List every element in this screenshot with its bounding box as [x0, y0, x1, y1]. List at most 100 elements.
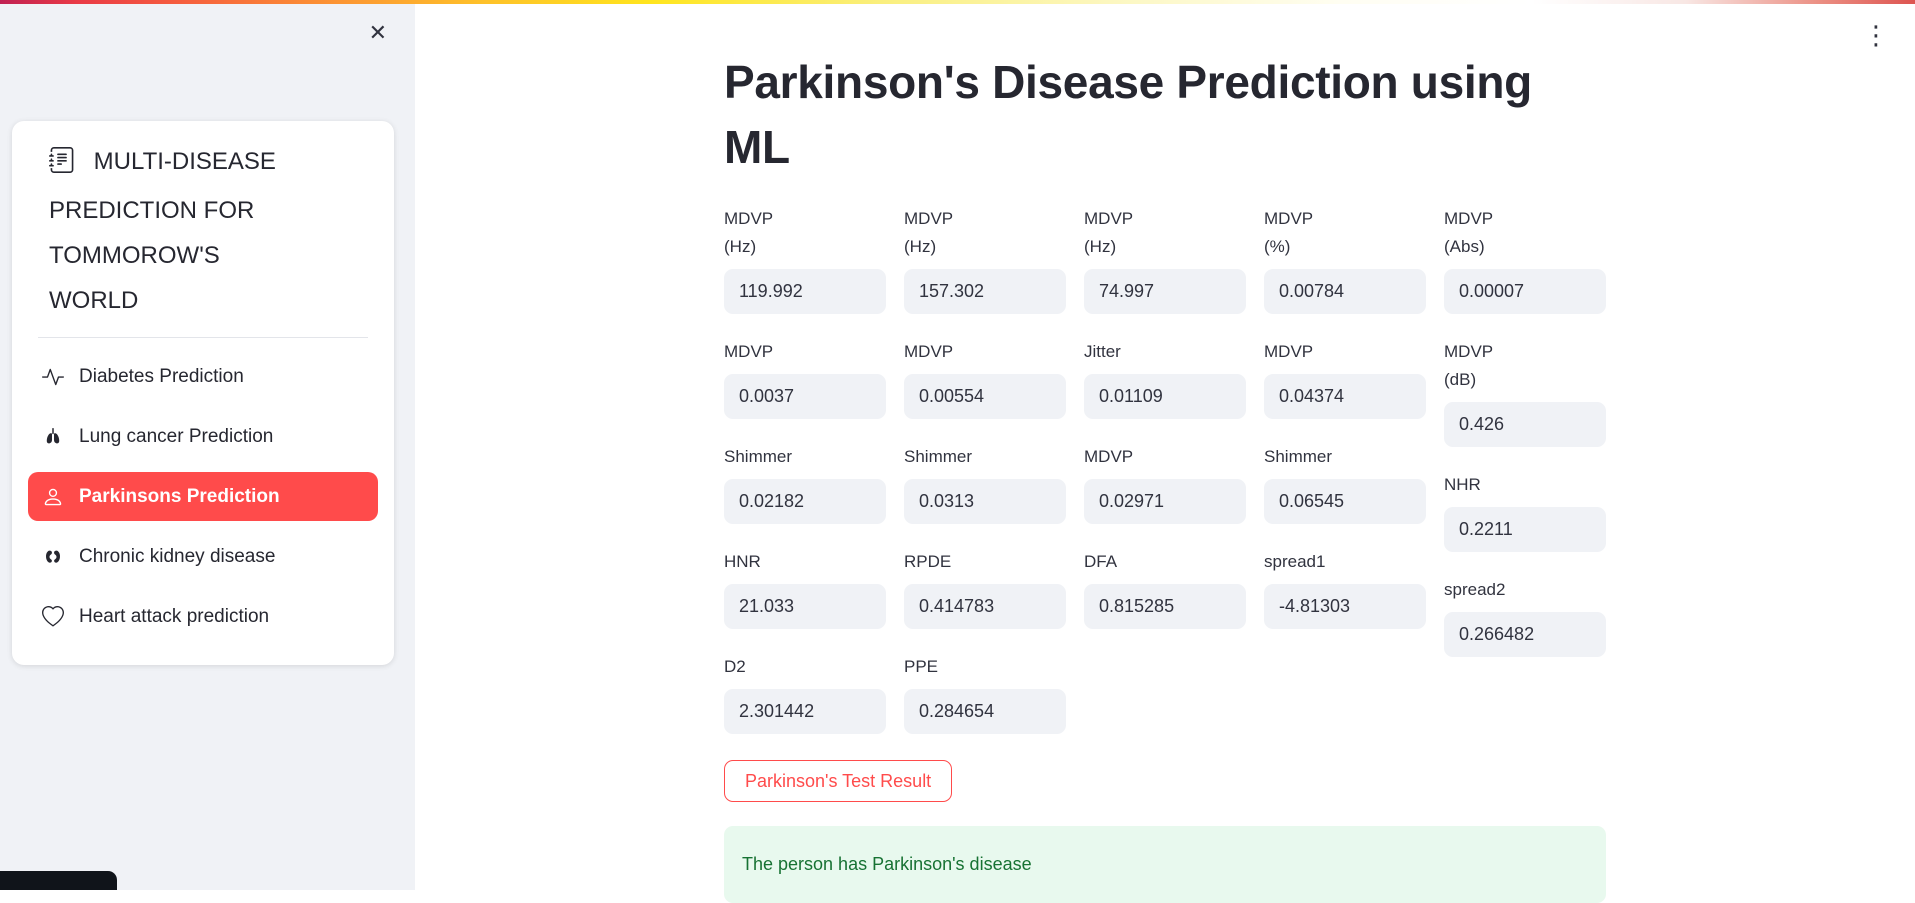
field-input[interactable] — [1444, 611, 1606, 657]
success-message: The person has Parkinson's disease — [742, 853, 1032, 874]
field-input[interactable] — [1444, 268, 1606, 314]
sidebar-item-label: Chronic kidney disease — [79, 545, 276, 567]
field-label: DFA — [1084, 551, 1118, 571]
field-label: MDVP — [724, 341, 774, 361]
book-icon — [49, 147, 82, 179]
form-field: MDVP — [724, 338, 886, 419]
menu-title: MULTI-DISEASE PREDICTION FOR TOMMOROW'S … — [26, 139, 380, 323]
field-label: HNR — [724, 551, 761, 571]
field-input[interactable] — [724, 583, 886, 629]
form-field: MDVP — [1084, 443, 1246, 524]
field-input[interactable] — [1084, 583, 1246, 629]
field-input[interactable] — [904, 478, 1066, 524]
field-input[interactable] — [1084, 478, 1246, 524]
close-sidebar-button[interactable]: ✕ — [363, 16, 393, 50]
activity-icon — [42, 366, 64, 388]
page-title: Parkinson's Disease Prediction using ML — [724, 56, 1532, 174]
field-label: spread2 — [1444, 579, 1506, 599]
sidebar-menu-card: MULTI-DISEASE PREDICTION FOR TOMMOROW'S … — [12, 121, 394, 665]
field-input[interactable] — [1084, 268, 1246, 314]
field-label: MDVP (Hz) — [724, 208, 774, 256]
form-field: MDVP (Hz) — [904, 205, 1066, 314]
sidebar: ✕ MULTI-DISEASE PREDICTION FOR TOMMOROW'… — [0, 0, 415, 890]
form-field: HNR — [724, 548, 886, 629]
sidebar-item-diabetes[interactable]: Diabetes Prediction — [28, 352, 378, 401]
form-field: Jitter — [1084, 338, 1246, 419]
form-field: Shimmer — [904, 443, 1066, 524]
field-label: spread1 — [1264, 551, 1326, 571]
field-label: MDVP — [1264, 341, 1314, 361]
form-field: NHR — [1444, 471, 1606, 552]
form-field: DFA — [1084, 548, 1246, 629]
top-gradient-decoration — [0, 0, 1915, 4]
field-input[interactable] — [904, 688, 1066, 734]
form-field: spread1 — [1264, 548, 1426, 629]
field-input[interactable] — [1264, 583, 1426, 629]
field-label: Shimmer — [904, 446, 973, 466]
field-label: MDVP (dB) — [1444, 341, 1494, 389]
form-field: spread2 — [1444, 576, 1606, 657]
field-label: Jitter — [1084, 341, 1121, 361]
form-field: MDVP (Hz) — [1084, 205, 1246, 314]
form-field: MDVP — [904, 338, 1066, 419]
kidney-icon — [42, 546, 64, 568]
form-column-4: MDVP (%) MDVP Shimmer spread1 — [1264, 205, 1426, 758]
form-grid: MDVP (Hz) MDVP Shimmer HNR D2 — [724, 205, 1606, 758]
field-label: Shimmer — [1264, 446, 1333, 466]
field-input[interactable] — [724, 478, 886, 524]
form-field: Shimmer — [1264, 443, 1426, 524]
form-field: MDVP (Abs) — [1444, 205, 1606, 314]
person-icon — [42, 486, 64, 508]
field-label: D2 — [724, 656, 746, 676]
form-field: MDVP (dB) — [1444, 338, 1606, 447]
field-label: MDVP — [1084, 446, 1134, 466]
form-field: PPE — [904, 653, 1066, 734]
parkinsons-test-result-button[interactable]: Parkinson's Test Result — [724, 759, 953, 802]
form-column-3: MDVP (Hz) Jitter MDVP DFA — [1084, 205, 1246, 758]
kebab-menu-icon: ⋮ — [1863, 20, 1889, 50]
sidebar-item-label: Diabetes Prediction — [79, 365, 244, 387]
field-label: MDVP (Abs) — [1444, 208, 1494, 256]
field-input[interactable] — [1264, 268, 1426, 314]
form-field: Shimmer — [724, 443, 886, 524]
menu-title-text: MULTI-DISEASE PREDICTION FOR TOMMOROW'S … — [49, 148, 276, 314]
main-area: ⋮ Parkinson's Disease Prediction using M… — [415, 4, 1915, 903]
field-input[interactable] — [724, 688, 886, 734]
sidebar-item-label: Lung cancer Prediction — [79, 425, 274, 447]
field-label: MDVP (Hz) — [904, 208, 954, 256]
sidebar-item-label: Parkinsons Prediction — [79, 485, 280, 507]
lungs-icon — [42, 426, 64, 448]
field-label: RPDE — [904, 551, 952, 571]
field-input[interactable] — [1444, 506, 1606, 552]
field-input[interactable] — [904, 373, 1066, 419]
field-input[interactable] — [1264, 373, 1426, 419]
field-input[interactable] — [1444, 401, 1606, 447]
kebab-menu-button[interactable]: ⋮ — [1855, 18, 1897, 52]
sidebar-item-parkinsons[interactable]: Parkinsons Prediction — [28, 472, 378, 521]
field-input[interactable] — [904, 268, 1066, 314]
main-content: Parkinson's Disease Prediction using ML … — [724, 4, 1606, 903]
form-field: MDVP — [1264, 338, 1426, 419]
manage-app-badge[interactable] — [0, 871, 117, 890]
form-column-5: MDVP (Abs) MDVP (dB) NHR spread2 — [1444, 205, 1606, 758]
field-input[interactable] — [1084, 373, 1246, 419]
form-field: RPDE — [904, 548, 1066, 629]
field-label: MDVP (%) — [1264, 208, 1314, 256]
field-input[interactable] — [904, 583, 1066, 629]
field-label: MDVP (Hz) — [1084, 208, 1134, 256]
sidebar-item-heart-attack[interactable]: Heart attack prediction — [28, 592, 378, 641]
field-label: Shimmer — [724, 446, 793, 466]
field-input[interactable] — [1264, 478, 1426, 524]
field-label: MDVP — [904, 341, 954, 361]
field-input[interactable] — [724, 373, 886, 419]
close-icon: ✕ — [368, 20, 387, 45]
sidebar-item-label: Heart attack prediction — [79, 605, 270, 627]
sidebar-item-chronic-kidney[interactable]: Chronic kidney disease — [28, 532, 378, 581]
form-field: MDVP (Hz) — [724, 205, 886, 314]
heart-icon — [42, 605, 64, 628]
field-input[interactable] — [724, 268, 886, 314]
field-label: PPE — [904, 656, 939, 676]
form-field: MDVP (%) — [1264, 205, 1426, 314]
success-message-box: The person has Parkinson's disease — [724, 825, 1606, 903]
sidebar-item-lung-cancer[interactable]: Lung cancer Prediction — [28, 412, 378, 461]
